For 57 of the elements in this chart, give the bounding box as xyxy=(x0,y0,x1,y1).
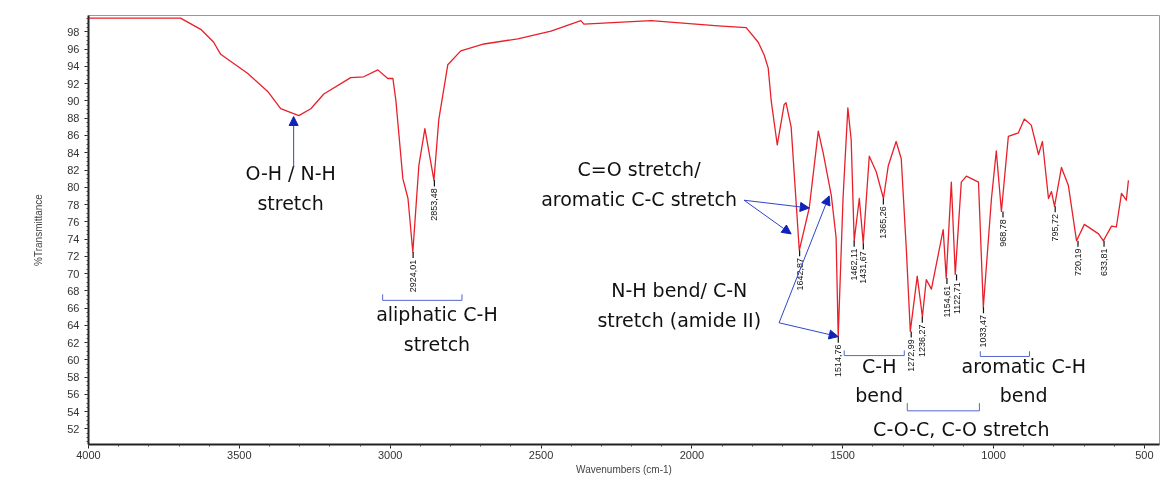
annotation: 1122,71 xyxy=(951,282,962,315)
y-tick-label: 60 xyxy=(67,353,80,366)
annotation: 795,72 xyxy=(1050,214,1061,242)
y-tick-label: 56 xyxy=(67,388,80,401)
annotation: aromatic C-H bend xyxy=(961,354,1086,407)
annotation: 2853,48 xyxy=(429,188,440,221)
annotation: 720,19 xyxy=(1072,248,1083,277)
y-axis-title: %Transmittance xyxy=(33,193,45,266)
x-tick-label: 1000 xyxy=(981,448,1006,461)
y-tick-label: 80 xyxy=(67,181,80,194)
annotation: O-H / N-H stretch xyxy=(245,162,336,214)
annotation: 968,78 xyxy=(997,219,1008,247)
annotation: 1514,76 xyxy=(833,344,844,377)
y-tick-label: 82 xyxy=(67,164,80,177)
y-tick-label: 70 xyxy=(67,267,80,280)
annotation: C-O-C, C-O stretch xyxy=(873,417,1050,440)
annotation: 2924,01 xyxy=(408,259,419,293)
annotation: 1033,47 xyxy=(978,315,989,348)
y-tick-label: 72 xyxy=(67,250,80,263)
annotation: 1462,11 xyxy=(849,248,860,281)
annotation: 1154,61 xyxy=(941,285,952,318)
y-tick-label: 92 xyxy=(67,77,80,90)
y-tick-label: 68 xyxy=(67,284,80,297)
y-tick-label: 64 xyxy=(67,319,80,332)
annotation: 633,81 xyxy=(1099,248,1110,277)
x-tick-label: 500 xyxy=(1135,448,1154,461)
y-tick-label: 96 xyxy=(67,43,80,56)
y-tick-label: 98 xyxy=(67,25,80,38)
x-tick-label: 2500 xyxy=(528,448,554,461)
annotation: aliphatic C-H stretch xyxy=(376,302,498,355)
x-axis-title: Wavenumbers (cm-1) xyxy=(576,463,672,475)
y-tick-label: 94 xyxy=(67,60,80,73)
y-tick-label: 84 xyxy=(67,146,80,159)
y-tick-label: 86 xyxy=(67,129,80,142)
x-tick-label: 2000 xyxy=(679,448,705,461)
x-tick-label: 1500 xyxy=(830,448,855,461)
y-tick-label: 52 xyxy=(67,422,80,435)
annotation: 1431,67 xyxy=(858,251,869,284)
annotation: C=O stretch/ aromatic C-C stretch xyxy=(541,157,737,210)
y-tick-label: 54 xyxy=(67,405,80,418)
y-tick-label: 78 xyxy=(67,198,80,211)
y-tick-label: 58 xyxy=(67,371,80,384)
annotation: 1272,99 xyxy=(906,339,917,372)
x-tick-label: 3000 xyxy=(377,448,403,461)
annotation: 1642,87 xyxy=(794,258,805,291)
annotation: N-H bend/ C-N stretch (amide II) xyxy=(597,278,762,331)
annotation: C-H bend xyxy=(855,354,904,407)
annotation: 1236,27 xyxy=(917,324,928,358)
annotation: 1365,26 xyxy=(878,206,889,239)
y-tick-label: 76 xyxy=(67,215,80,228)
y-tick-label: 62 xyxy=(67,336,80,349)
x-tick-label: 3500 xyxy=(227,448,252,461)
y-tick-label: 66 xyxy=(67,302,80,315)
x-tick-label: 4000 xyxy=(76,448,101,461)
y-tick-label: 90 xyxy=(67,94,80,107)
y-tick-label: 74 xyxy=(67,233,80,246)
y-tick-label: 88 xyxy=(67,112,80,125)
